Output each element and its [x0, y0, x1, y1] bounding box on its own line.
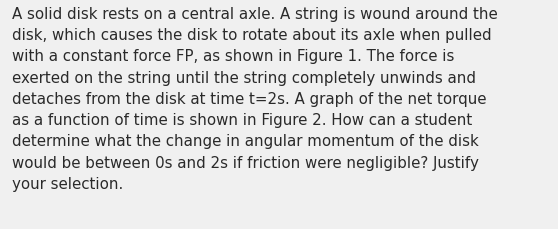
Text: A solid disk rests on a central axle. A string is wound around the
disk, which c: A solid disk rests on a central axle. A …: [12, 7, 498, 191]
